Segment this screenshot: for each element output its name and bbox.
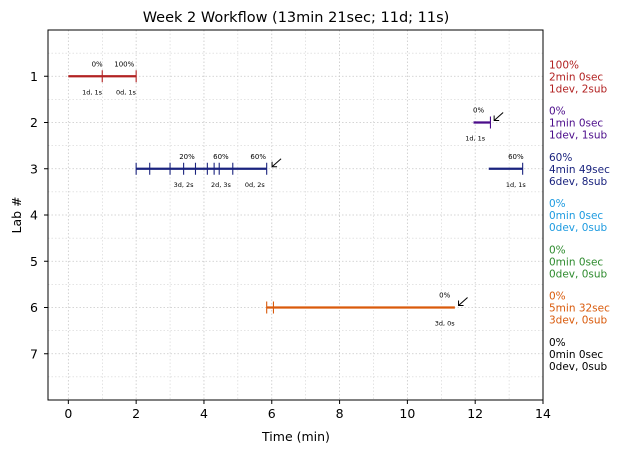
- arrow-shaft: [271, 158, 282, 168]
- summary-line: 0dev, 0sub: [549, 268, 608, 280]
- summary-line: 1dev, 2sub: [549, 83, 608, 95]
- dev-sub-label: 0d, 2s: [245, 181, 266, 189]
- x-axis-label: Time (min): [261, 429, 330, 444]
- y-tick-label: 5: [30, 254, 38, 269]
- arrow-shaft: [458, 297, 468, 306]
- summary-line: 6dev, 8sub: [549, 176, 608, 188]
- summary-line: 0min 0sec: [549, 349, 603, 361]
- summary-line: 0%: [549, 291, 566, 303]
- dev-sub-label: 1d, 1s: [506, 181, 527, 189]
- completion-label: 0%: [92, 60, 103, 68]
- completion-label: 60%: [213, 153, 229, 161]
- lab-6-timeline: 0% 3d, 0s: [266, 292, 468, 328]
- arrow-shaft: [493, 112, 504, 121]
- completion-label: 60%: [250, 153, 266, 161]
- summary-line: 0%: [549, 106, 566, 118]
- arrow-head: [493, 115, 500, 121]
- completion-label: 100%: [114, 60, 134, 68]
- summary-line: 0min 0sec: [549, 256, 603, 268]
- lab-timelines: 0% 100% 1d, 1s 0d, 1s 0% 1d, 1s 20% 60% 60% 60% 3d…: [68, 60, 527, 328]
- x-tick-label: 4: [200, 406, 208, 421]
- completion-label: 60%: [508, 153, 524, 161]
- completion-label: 0%: [439, 292, 450, 300]
- summary-line: 5min 32sec: [549, 303, 610, 315]
- x-tick-label: 14: [535, 406, 551, 421]
- arrow-head: [271, 161, 278, 168]
- x-tick-label: 2: [132, 406, 140, 421]
- y-tick-label: 6: [30, 300, 38, 315]
- summary-line: 2min 0sec: [549, 71, 603, 83]
- summary-line: 0%: [549, 198, 566, 210]
- summary-line: 4min 49sec: [549, 164, 610, 176]
- dev-sub-label: 3d, 2s: [174, 181, 195, 189]
- summary-line: 0dev, 0sub: [549, 222, 608, 234]
- completion-label: 0%: [473, 107, 484, 115]
- chart-title: Week 2 Workflow (13min 21sec; 11d; 11s): [143, 10, 450, 26]
- summary-line: 3dev, 0sub: [549, 315, 608, 327]
- lab-3-timeline: 20% 60% 60% 60% 3d, 2s 2d, 3s 0d, 2s 1d, 1s: [135, 153, 527, 189]
- completion-label: 20%: [179, 153, 195, 161]
- dev-sub-label: 3d, 0s: [435, 320, 456, 328]
- y-axis-label: Lab #: [9, 196, 24, 233]
- y-tick-label: 2: [30, 115, 38, 130]
- dev-sub-label: 2d, 3s: [211, 181, 232, 189]
- dev-sub-label: 1d, 1s: [465, 135, 486, 143]
- summary-line: 0min 0sec: [549, 210, 603, 222]
- lab-1-timeline: 0% 100% 1d, 1s 0d, 1s: [68, 60, 137, 96]
- summary-line: 1min 0sec: [549, 118, 603, 130]
- dev-sub-label: 1d, 1s: [82, 88, 103, 96]
- summary-line: 60%: [549, 152, 572, 164]
- summary-line: 0dev, 0sub: [549, 361, 608, 373]
- arrow-head: [458, 300, 464, 306]
- y-tick-label: 7: [30, 346, 38, 361]
- x-tick-label: 8: [336, 406, 344, 421]
- x-tick-label: 10: [399, 406, 415, 421]
- y-tick-label: 1: [30, 69, 38, 84]
- x-tick-label: 12: [467, 406, 483, 421]
- x-tick-label: 6: [268, 406, 276, 421]
- lab-2-timeline: 0% 1d, 1s: [465, 107, 504, 143]
- x-tick-label: 0: [64, 406, 72, 421]
- dev-sub-label: 0d, 1s: [116, 88, 137, 96]
- summary-line: 0%: [549, 337, 566, 349]
- y-tick-label: 3: [30, 161, 38, 176]
- summary-line: 100%: [549, 59, 579, 71]
- summary-line: 1dev, 1sub: [549, 130, 608, 142]
- grid-layer: [48, 30, 544, 400]
- y-tick-label: 4: [30, 208, 38, 223]
- summary-line: 0%: [549, 244, 566, 256]
